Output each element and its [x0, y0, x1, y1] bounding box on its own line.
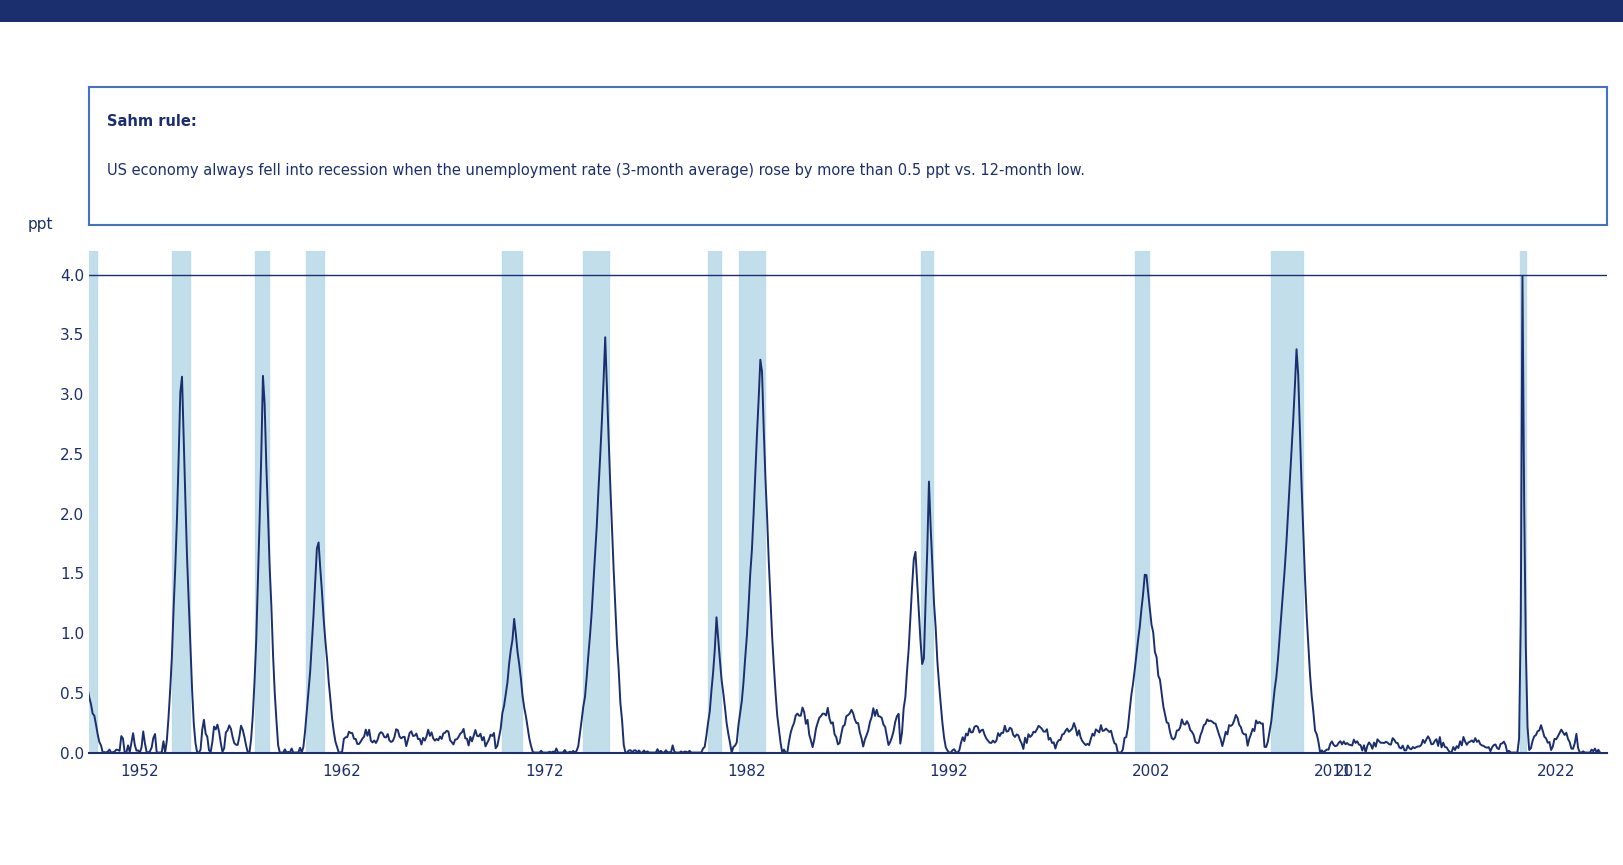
Bar [583, 251, 609, 753]
Bar [172, 251, 190, 753]
Text: ppt: ppt [28, 217, 54, 233]
Bar [738, 251, 764, 753]
Bar [708, 251, 721, 753]
Bar [920, 251, 933, 753]
Text: US economy always fell into recession when the unemployment rate (3-month averag: US economy always fell into recession wh… [107, 163, 1086, 177]
Bar [1519, 251, 1526, 753]
Bar [78, 251, 97, 753]
Text: Sahm rule:: Sahm rule: [107, 114, 198, 129]
Bar [255, 251, 269, 753]
Bar [1271, 251, 1303, 753]
Bar [502, 251, 523, 753]
Bar [1136, 251, 1149, 753]
Bar [305, 251, 325, 753]
